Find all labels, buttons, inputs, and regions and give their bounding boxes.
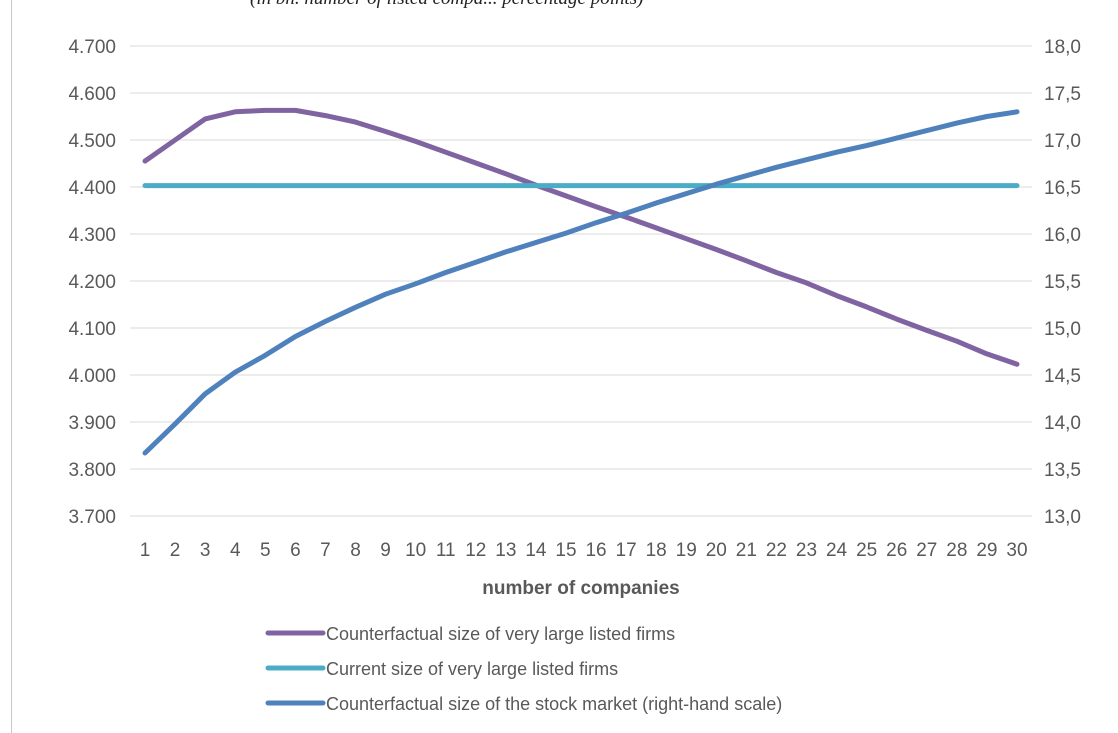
x-axis-tick-label: 20 [706,540,727,561]
x-axis-title: number of companies [482,578,679,599]
x-axis-tick-label: 9 [380,540,391,561]
x-axis-tick-label: 6 [290,540,301,561]
left-border-rule [11,0,12,733]
legend-label: Counterfactual size of the stock market … [326,694,782,714]
x-axis-tick-label: 29 [976,540,997,561]
right-axis-tick-label: 13,5 [1044,460,1081,481]
x-axis-tick-label: 13 [495,540,516,561]
x-axis-tick-label: 30 [1006,540,1027,561]
x-axis-tick-label: 22 [766,540,787,561]
x-axis-tick-label: 26 [886,540,907,561]
right-axis-tick-label: 15,5 [1044,272,1081,293]
left-axis-tick-label: 4.500 [68,131,116,152]
x-axis-tick-label: 7 [320,540,331,561]
x-axis-tick-label: 15 [555,540,576,561]
left-axis-tick-labels: 3.700 3.800 3.900 4.000 4.100 4.200 4.300 4.400… [68,37,116,528]
x-axis-tick-label: 18 [646,540,667,561]
left-axis-tick-label: 4.600 [68,84,116,105]
x-axis-tick-label: 11 [436,540,456,561]
x-axis-tick-label: 4 [230,540,241,561]
x-axis-tick-label: 24 [826,540,848,561]
x-axis-tick-label: 19 [676,540,697,561]
gridlines [130,45,1032,517]
right-axis-tick-label: 17,0 [1044,131,1081,152]
x-axis-tick-label: 16 [585,540,606,561]
x-axis-tick-labels: 1 2 3 4 5 6 7 8 9 10 11 12 13 14 15 16 17 18 19 20 21 22 23 24 2… [140,540,1028,561]
right-axis-tick-label: 15,0 [1044,319,1081,340]
chart-caption: (in bn. number of listed compa... percen… [250,0,643,10]
x-axis-tick-label: 27 [916,540,937,561]
x-axis-tick-label: 21 [736,540,757,561]
left-axis-tick-label: 4.000 [68,366,116,387]
series-line [142,109,1020,456]
left-axis-tick-label: 3.900 [68,413,116,434]
left-axis-tick-label: 4.700 [68,37,116,58]
series-line [142,107,1020,367]
right-axis-tick-label: 14,5 [1044,366,1081,387]
left-axis-tick-label: 4.300 [68,225,116,246]
right-axis-tick-label: 14,0 [1044,413,1081,434]
x-axis-tick-label: 28 [946,540,967,561]
left-axis-tick-label: 3.800 [68,460,116,481]
right-axis-tick-label: 16,5 [1044,178,1081,199]
x-axis-tick-label: 12 [465,540,486,561]
x-axis-tick-label: 17 [616,540,637,561]
legend-label: Counterfactual size of very large listed… [326,624,675,644]
legend: Counterfactual size of very large listed… [265,624,782,714]
left-axis-tick-label: 4.400 [68,178,116,199]
legend-label: Current size of very large listed firms [326,659,618,679]
right-axis-tick-label: 18,0 [1044,37,1081,58]
left-axis-tick-label: 4.100 [68,319,116,340]
x-axis-tick-label: 5 [260,540,271,561]
x-axis-tick-label: 8 [350,540,361,561]
right-axis-tick-labels: 13,0 13,5 14,0 14,5 15,0 15,5 16,0 16,5 17,0 17,5… [1044,37,1081,528]
x-axis-tick-label: 3 [200,540,211,561]
x-axis-tick-label: 1 [140,540,151,561]
right-axis-tick-label: 17,5 [1044,84,1081,105]
x-axis-tick-label: 2 [170,540,181,561]
left-axis-tick-label: 4.200 [68,272,116,293]
x-axis-tick-label: 14 [525,540,547,561]
x-axis-tick-label: 25 [856,540,877,561]
x-axis-tick-label: 10 [405,540,426,561]
right-axis-tick-label: 13,0 [1044,507,1081,528]
left-axis-tick-label: 3.700 [68,507,116,528]
x-axis-tick-label: 23 [796,540,817,561]
data-series [142,107,1020,456]
right-axis-tick-label: 16,0 [1044,225,1081,246]
